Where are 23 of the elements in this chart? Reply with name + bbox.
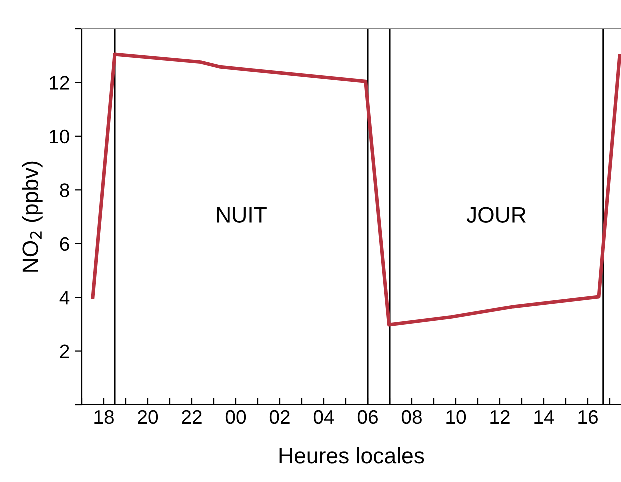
- x-tick-label: 18: [94, 410, 114, 424]
- x-tick-label: 02: [270, 410, 290, 424]
- x-axis-title: Heures locales: [280, 447, 424, 464]
- x-tick-label: 20: [138, 410, 158, 424]
- x-tick-label: 12: [490, 410, 510, 424]
- x-tick-label: 00: [226, 410, 246, 424]
- x-tick-label: 04: [314, 410, 334, 424]
- x-tick-label: 22: [182, 410, 202, 424]
- annotation: JOUR: [466, 207, 526, 223]
- x-tick-label: 08: [402, 410, 422, 424]
- y-tick-label: 10: [50, 130, 70, 144]
- x-tick-label: 16: [578, 410, 598, 424]
- x-tick-label: 06: [358, 410, 378, 424]
- y-tick-label: 8: [60, 184, 70, 198]
- line-series: [91, 52, 621, 327]
- y-axis-title: NO$_{2}$ (ppbv): [22, 162, 43, 272]
- y-tick-label: 4: [60, 291, 70, 305]
- y-tick-label: 2: [60, 344, 70, 358]
- y-tick-label: 6: [60, 237, 70, 252]
- x-tick-label: 10: [446, 410, 466, 424]
- x-tick-label: 14: [534, 410, 554, 424]
- y-tick-label: 12: [50, 76, 70, 90]
- annotation: NUIT: [217, 207, 267, 223]
